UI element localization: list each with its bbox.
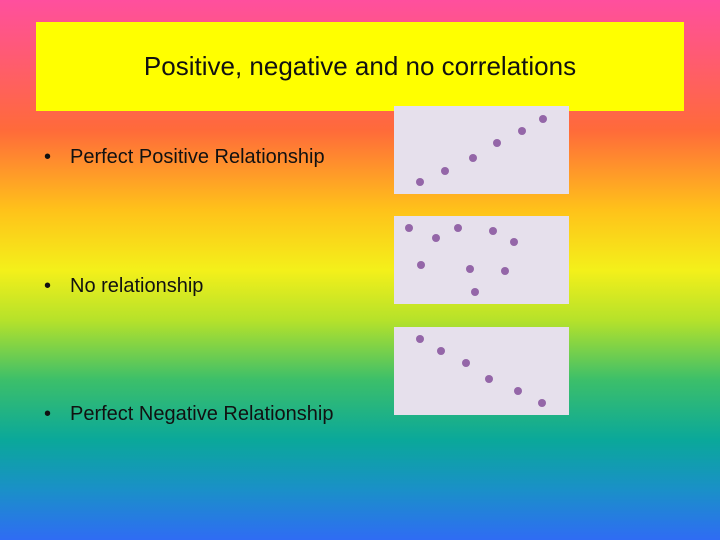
dot [471, 288, 479, 296]
dot [417, 261, 425, 269]
dot [514, 387, 522, 395]
dot [539, 115, 547, 123]
bullet: • No relationship [44, 275, 203, 298]
title-box: Positive, negative and no correlations [36, 22, 684, 111]
bullet-dot: • [44, 403, 52, 425]
dot [416, 335, 424, 343]
dot [489, 227, 497, 235]
positive-plot [394, 106, 569, 194]
dot [510, 238, 518, 246]
dot [454, 224, 462, 232]
dot [466, 265, 474, 273]
dot [493, 139, 501, 147]
dot [437, 347, 445, 355]
dot [501, 267, 509, 275]
plot-panel [394, 216, 569, 304]
dot [441, 167, 449, 175]
bullet-text: Perfect Negative Relationship [70, 403, 334, 425]
dot [485, 375, 493, 383]
no-relationship-plot [394, 216, 569, 304]
bullet-text: No relationship [70, 275, 204, 297]
bullet: • Perfect Positive Relationship [44, 146, 325, 169]
bullet-dot: • [44, 146, 52, 168]
title: Positive, negative and no correlations [143, 51, 577, 81]
negative-plot [394, 327, 569, 415]
dot [518, 127, 526, 135]
dot [469, 154, 477, 162]
dot [432, 234, 440, 242]
bullet-text: Perfect Positive Relationship [70, 146, 325, 168]
dot [405, 224, 413, 232]
bullet: • Perfect Negative Relationship [44, 403, 333, 426]
dot [538, 399, 546, 407]
bullet-dot: • [44, 275, 52, 297]
dot [416, 178, 424, 186]
dot [462, 359, 470, 367]
